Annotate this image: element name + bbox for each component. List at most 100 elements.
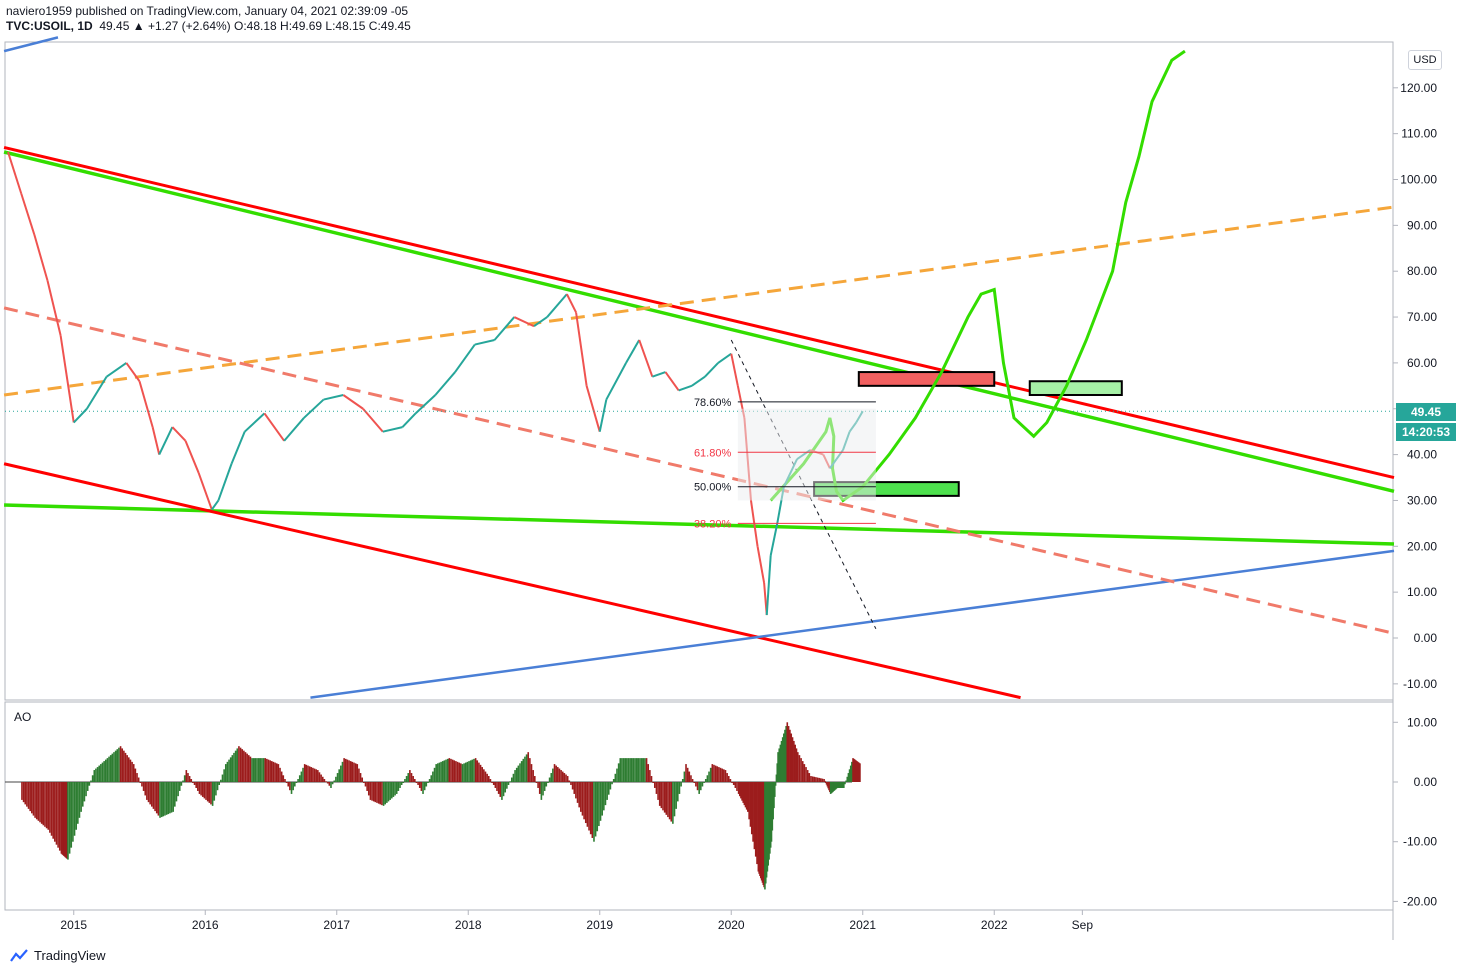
ao-bar [524, 756, 526, 782]
ao-bar [593, 782, 595, 842]
ao-bar [517, 765, 520, 782]
price-segment [769, 523, 779, 556]
ao-bar [696, 782, 699, 791]
price-segment [664, 371, 680, 391]
ao-bar [673, 782, 676, 817]
ao-bar [85, 782, 87, 797]
ao-bar [738, 782, 741, 797]
ao-bar [634, 758, 636, 782]
ao-bar [307, 765, 309, 782]
ao-bar [787, 726, 790, 782]
ao-bar [681, 779, 684, 782]
time-tick-label: 2019 [586, 918, 613, 932]
ao-bar [104, 759, 107, 782]
ao-bar [837, 782, 839, 788]
ao-bar [530, 764, 533, 782]
ao-bar [828, 782, 830, 791]
ao-bar [675, 782, 677, 809]
price-tick-label: -10.00 [1403, 677, 1437, 691]
interval[interactable]: 1D [77, 19, 93, 33]
ao-bar [382, 782, 385, 806]
ao-bar [192, 782, 194, 783]
ao-bar [630, 758, 633, 782]
price-segment [323, 394, 344, 401]
ao-bar [262, 758, 265, 782]
time-tick-label: 2020 [718, 918, 745, 932]
ao-bar [34, 782, 36, 818]
time-tick-label: 2022 [981, 918, 1008, 932]
ao-bar [308, 766, 311, 782]
ao-bar [136, 773, 138, 782]
ao-bar [765, 782, 768, 878]
ao-bar [233, 752, 235, 782]
ao-bar [251, 758, 253, 782]
price-axis[interactable]: 120.00110.00100.0090.0080.0070.0060.0050… [1393, 81, 1437, 691]
tradingview-logo[interactable]: TradingView [8, 947, 106, 963]
ao-bar [405, 776, 408, 782]
ao-bar [152, 782, 155, 809]
ao-bar [330, 782, 332, 788]
ao-bar [768, 782, 770, 860]
ao-bar [603, 782, 605, 811]
fib-retracement[interactable]: 78.60% 61.80% 50.00% 38.20% [694, 397, 876, 531]
ao-bar [178, 782, 181, 791]
ao-bar [320, 774, 322, 782]
ao-bar [532, 770, 534, 782]
ao-bar [427, 782, 429, 783]
ao-bar [519, 763, 521, 782]
ao-bar [310, 767, 313, 782]
ao-bar [404, 779, 406, 782]
ao-bar [450, 758, 452, 782]
ao-bar [743, 782, 746, 806]
ao-bar [238, 746, 240, 782]
ao-bar [399, 782, 401, 788]
ao-bar [259, 758, 262, 782]
time-axis[interactable]: 2015 2016 2017 2018 2019 2020 2021 2022 Sep [60, 910, 1093, 932]
ao-bar [816, 777, 819, 782]
ao-bar [649, 770, 651, 782]
price-tick-label: 70.00 [1407, 310, 1437, 324]
ao-axis[interactable]: 10.00 0.00 -10.00 -20.00 [1393, 715, 1437, 908]
currency-label[interactable]: USD [1408, 50, 1442, 70]
ao-bar [642, 758, 645, 782]
ao-bar [727, 776, 730, 782]
ao-bar [563, 773, 566, 782]
ao-bar [446, 758, 449, 782]
price-segment [230, 431, 246, 465]
price-segment [197, 472, 213, 510]
ao-bar [732, 782, 735, 785]
ao-bar [831, 782, 834, 793]
fib-level-label: 61.80% [694, 447, 732, 459]
ao-bar [764, 782, 766, 890]
ao-tick-label: -10.00 [1403, 835, 1437, 849]
ao-bar [167, 782, 170, 815]
ao-bar [67, 782, 69, 860]
symbol[interactable]: TVC:USOIL [6, 19, 71, 33]
price-segment [73, 408, 88, 424]
ao-bar [591, 782, 594, 838]
price-segment [7, 151, 23, 194]
price-tick-label: 80.00 [1407, 264, 1437, 278]
indicator-label[interactable]: AO [14, 710, 31, 724]
ao-bar [757, 782, 760, 872]
ao-bar [547, 782, 549, 783]
price-segment [59, 335, 75, 423]
ao-bar [231, 755, 234, 782]
ao-bar [328, 782, 331, 786]
ao-bar [151, 782, 153, 807]
ao-bar [859, 763, 861, 782]
ao-bar [348, 760, 350, 782]
ao-bar [29, 782, 31, 812]
ao-bar [637, 758, 640, 782]
ao-bar [614, 773, 617, 782]
price-tick-label: 0.00 [1414, 631, 1438, 645]
ao-bar [494, 782, 497, 788]
ao-bar [35, 782, 38, 820]
price-segment [263, 412, 285, 442]
ao-bar [693, 782, 696, 783]
ao-bar [776, 763, 779, 782]
ao-bar [497, 782, 500, 794]
ao-bar [113, 752, 115, 782]
ao-bar [510, 777, 513, 782]
